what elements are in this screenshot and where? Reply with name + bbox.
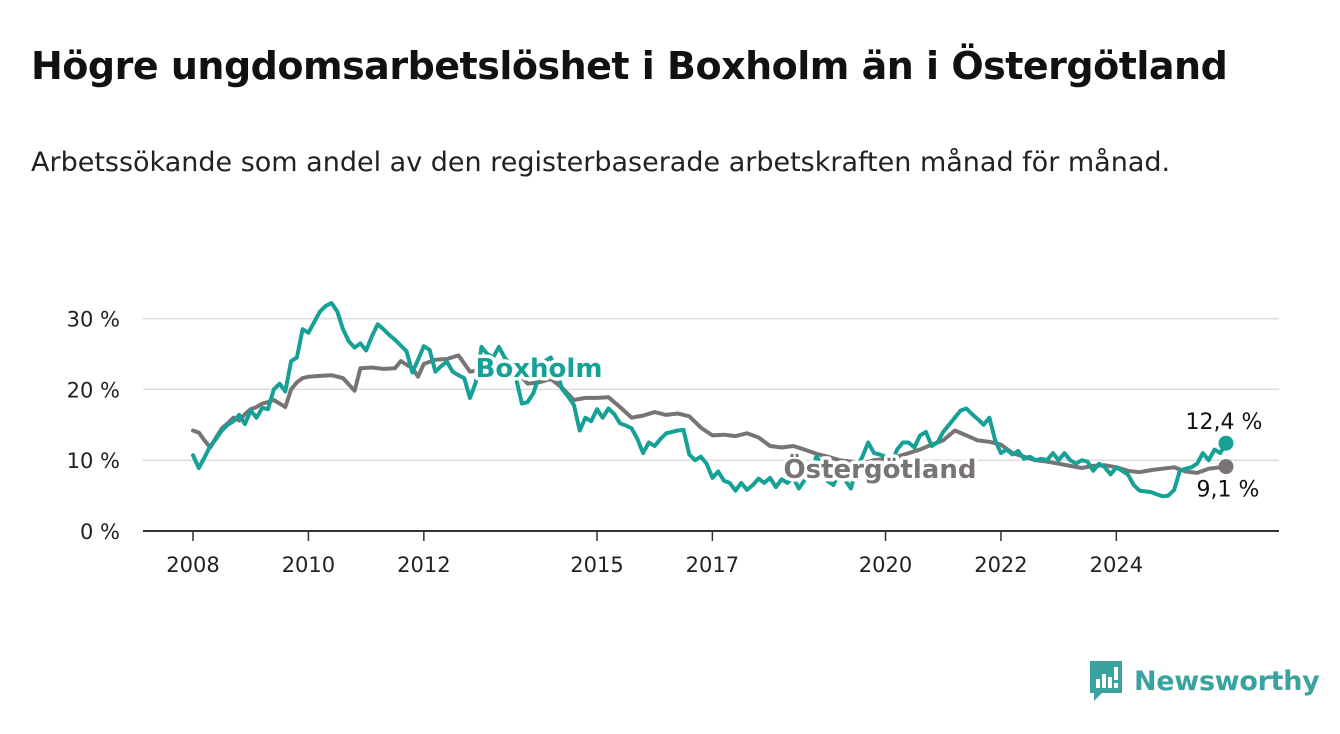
end-point-boxholm — [1218, 435, 1234, 451]
end-label-boxholm: 12,4 % — [1186, 410, 1263, 435]
x-axis: 2008 2010 2012 2015 2017 2020 2022 2024 — [143, 530, 1279, 577]
series-line-ostergotland — [191, 353, 1228, 475]
y-tick-label: 0 % — [80, 520, 120, 544]
series-label-ostergotland-halo: Östergötland — [784, 452, 977, 485]
series-lines — [191, 301, 1234, 499]
y-tick-label: 30 % — [67, 308, 120, 332]
series-line-boxholm — [191, 301, 1228, 499]
series-label-ostergotland: Östergötland — [784, 452, 977, 485]
series-label-boxholm-halo: Boxholm — [476, 354, 603, 384]
x-tick-label: 2010 — [282, 553, 335, 577]
brand-name: Newsworthy — [1134, 665, 1320, 697]
gridlines — [143, 317, 1279, 461]
end-point-ostergotland — [1218, 459, 1234, 475]
newsworthy-logo-icon — [1090, 661, 1122, 701]
end-label-ostergotland: 9,1 % — [1197, 478, 1260, 503]
series-label-boxholm: Boxholm — [476, 354, 603, 384]
brand[interactable]: Newsworthy — [1088, 658, 1320, 704]
chart-subtitle: Arbetssökande som andel av den registerb… — [31, 147, 1171, 178]
x-tick-label: 2024 — [1090, 553, 1143, 577]
chart-title: Högre ungdomsarbetslöshet i Boxholm än i… — [31, 44, 1228, 88]
x-tick-label: 2022 — [974, 553, 1027, 577]
x-tick-label: 2015 — [570, 553, 623, 577]
end-label-ostergotland-halo: 9,1 % — [1197, 478, 1260, 503]
end-label-boxholm-halo: 12,4 % — [1186, 410, 1263, 435]
y-axis: 0 % 10 % 20 % 30 % — [67, 308, 120, 544]
x-tick-label: 2020 — [859, 553, 912, 577]
y-tick-label: 20 % — [67, 378, 120, 402]
y-tick-label: 10 % — [67, 449, 120, 473]
x-tick-label: 2017 — [686, 553, 739, 577]
series-labels: BoxholmBoxholmÖstergötlandÖstergötland12… — [472, 351, 1266, 507]
x-tick-label: 2012 — [397, 553, 450, 577]
x-tick-label: 2008 — [166, 553, 219, 577]
